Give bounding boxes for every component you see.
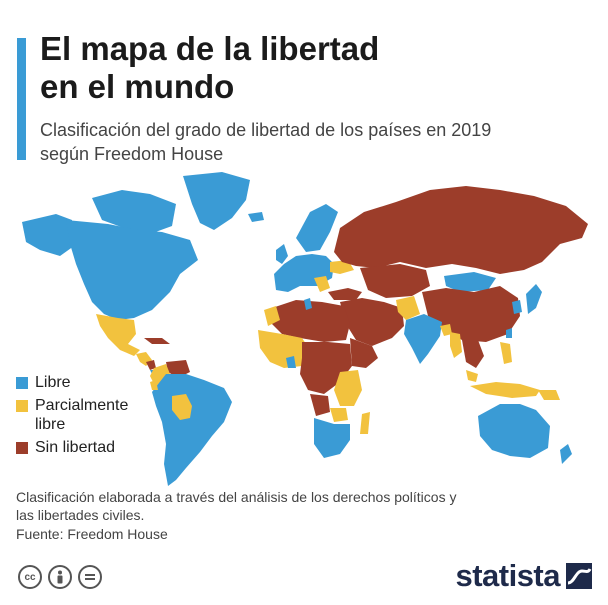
equals-figure <box>85 574 95 580</box>
region-indonesia <box>470 382 540 398</box>
region-alaska <box>22 214 74 256</box>
accent-bar <box>17 38 26 160</box>
region-east-africa <box>334 370 362 406</box>
attribution-icon[interactable] <box>48 565 72 589</box>
methodology-note: Clasificación elaborada a través del aná… <box>16 488 576 524</box>
region-iceland <box>248 212 264 222</box>
region-zambia <box>330 408 348 422</box>
region-greenland <box>183 172 250 230</box>
page-title: El mapa de la libertad en el mundo <box>40 30 560 106</box>
region-turkey <box>328 288 362 300</box>
source-text: Fuente: Freedom House <box>16 526 168 542</box>
region-new-zealand <box>560 444 572 464</box>
subtitle-line-2: según Freedom House <box>40 144 224 164</box>
region-central-asia <box>360 264 430 298</box>
region-russia <box>334 186 588 274</box>
region-horn-africa <box>350 338 378 368</box>
region-malaysia <box>466 370 478 382</box>
region-angola <box>310 394 330 416</box>
legend-label-partly-free: Parcialmente libre <box>35 397 129 433</box>
region-south-korea <box>512 300 522 314</box>
region-bolivia <box>172 394 192 420</box>
no-derivatives-icon[interactable] <box>78 565 102 589</box>
region-ghana <box>286 356 296 368</box>
legend-item-not-free: Sin libertad <box>16 438 150 457</box>
subtitle-line-1: Clasificación del grado de libertad de l… <box>40 120 492 140</box>
region-balkans <box>314 276 330 292</box>
statista-brand[interactable]: statista <box>455 558 592 594</box>
note-line-1: Clasificación elaborada a través del aná… <box>16 489 457 505</box>
legend-label-free: Libre <box>35 374 71 391</box>
legend-swatch-partly-free <box>16 400 28 412</box>
region-png <box>538 390 560 400</box>
region-mexico <box>96 314 140 356</box>
logo-wave <box>567 568 592 585</box>
world-map <box>22 172 588 486</box>
region-pakistan <box>396 296 420 320</box>
region-india <box>404 314 442 364</box>
region-morocco <box>264 306 280 326</box>
region-japan <box>526 284 542 314</box>
region-nicaragua <box>146 360 156 370</box>
title-line-1: El mapa de la libertad <box>40 30 380 67</box>
subtitle: Clasificación del grado de libertad de l… <box>40 118 600 166</box>
region-australia <box>478 404 550 458</box>
attribution-figure <box>57 570 63 584</box>
region-venezuela <box>166 360 190 378</box>
region-southern-africa <box>314 418 350 458</box>
statista-logo-icon <box>566 563 592 589</box>
legend-swatch-not-free <box>16 442 28 454</box>
creative-commons-icon[interactable]: cc <box>18 565 42 589</box>
region-bangladesh <box>440 324 452 336</box>
region-south-america <box>152 374 232 486</box>
region-north-africa <box>272 300 350 342</box>
region-indochina <box>462 340 484 368</box>
region-middle-east <box>340 298 404 346</box>
region-arctic-islands <box>92 190 176 234</box>
region-cuba <box>144 338 170 344</box>
legend: Libre Parcialmente libre Sin libertad <box>16 373 150 461</box>
region-philippines <box>500 342 512 364</box>
brand-name: statista <box>455 558 560 593</box>
title-line-2: en el mundo <box>40 68 235 105</box>
note-line-2: las libertades civiles. <box>16 507 145 523</box>
region-tunisia <box>304 298 312 310</box>
region-ecuador <box>150 380 158 390</box>
region-uk <box>276 244 288 264</box>
license-icons: cc <box>18 565 102 589</box>
legend-swatch-free <box>16 377 28 389</box>
region-mongolia <box>444 272 496 292</box>
legend-label-not-free: Sin libertad <box>35 439 116 456</box>
region-madagascar <box>360 412 370 434</box>
legend-item-partly-free: Parcialmente libre <box>16 396 150 434</box>
legend-item-free: Libre <box>16 373 150 392</box>
region-scandinavia <box>296 204 338 252</box>
region-myanmar <box>450 332 462 358</box>
region-north-america <box>66 220 198 320</box>
region-west-africa <box>258 330 310 368</box>
region-taiwan <box>506 328 512 338</box>
